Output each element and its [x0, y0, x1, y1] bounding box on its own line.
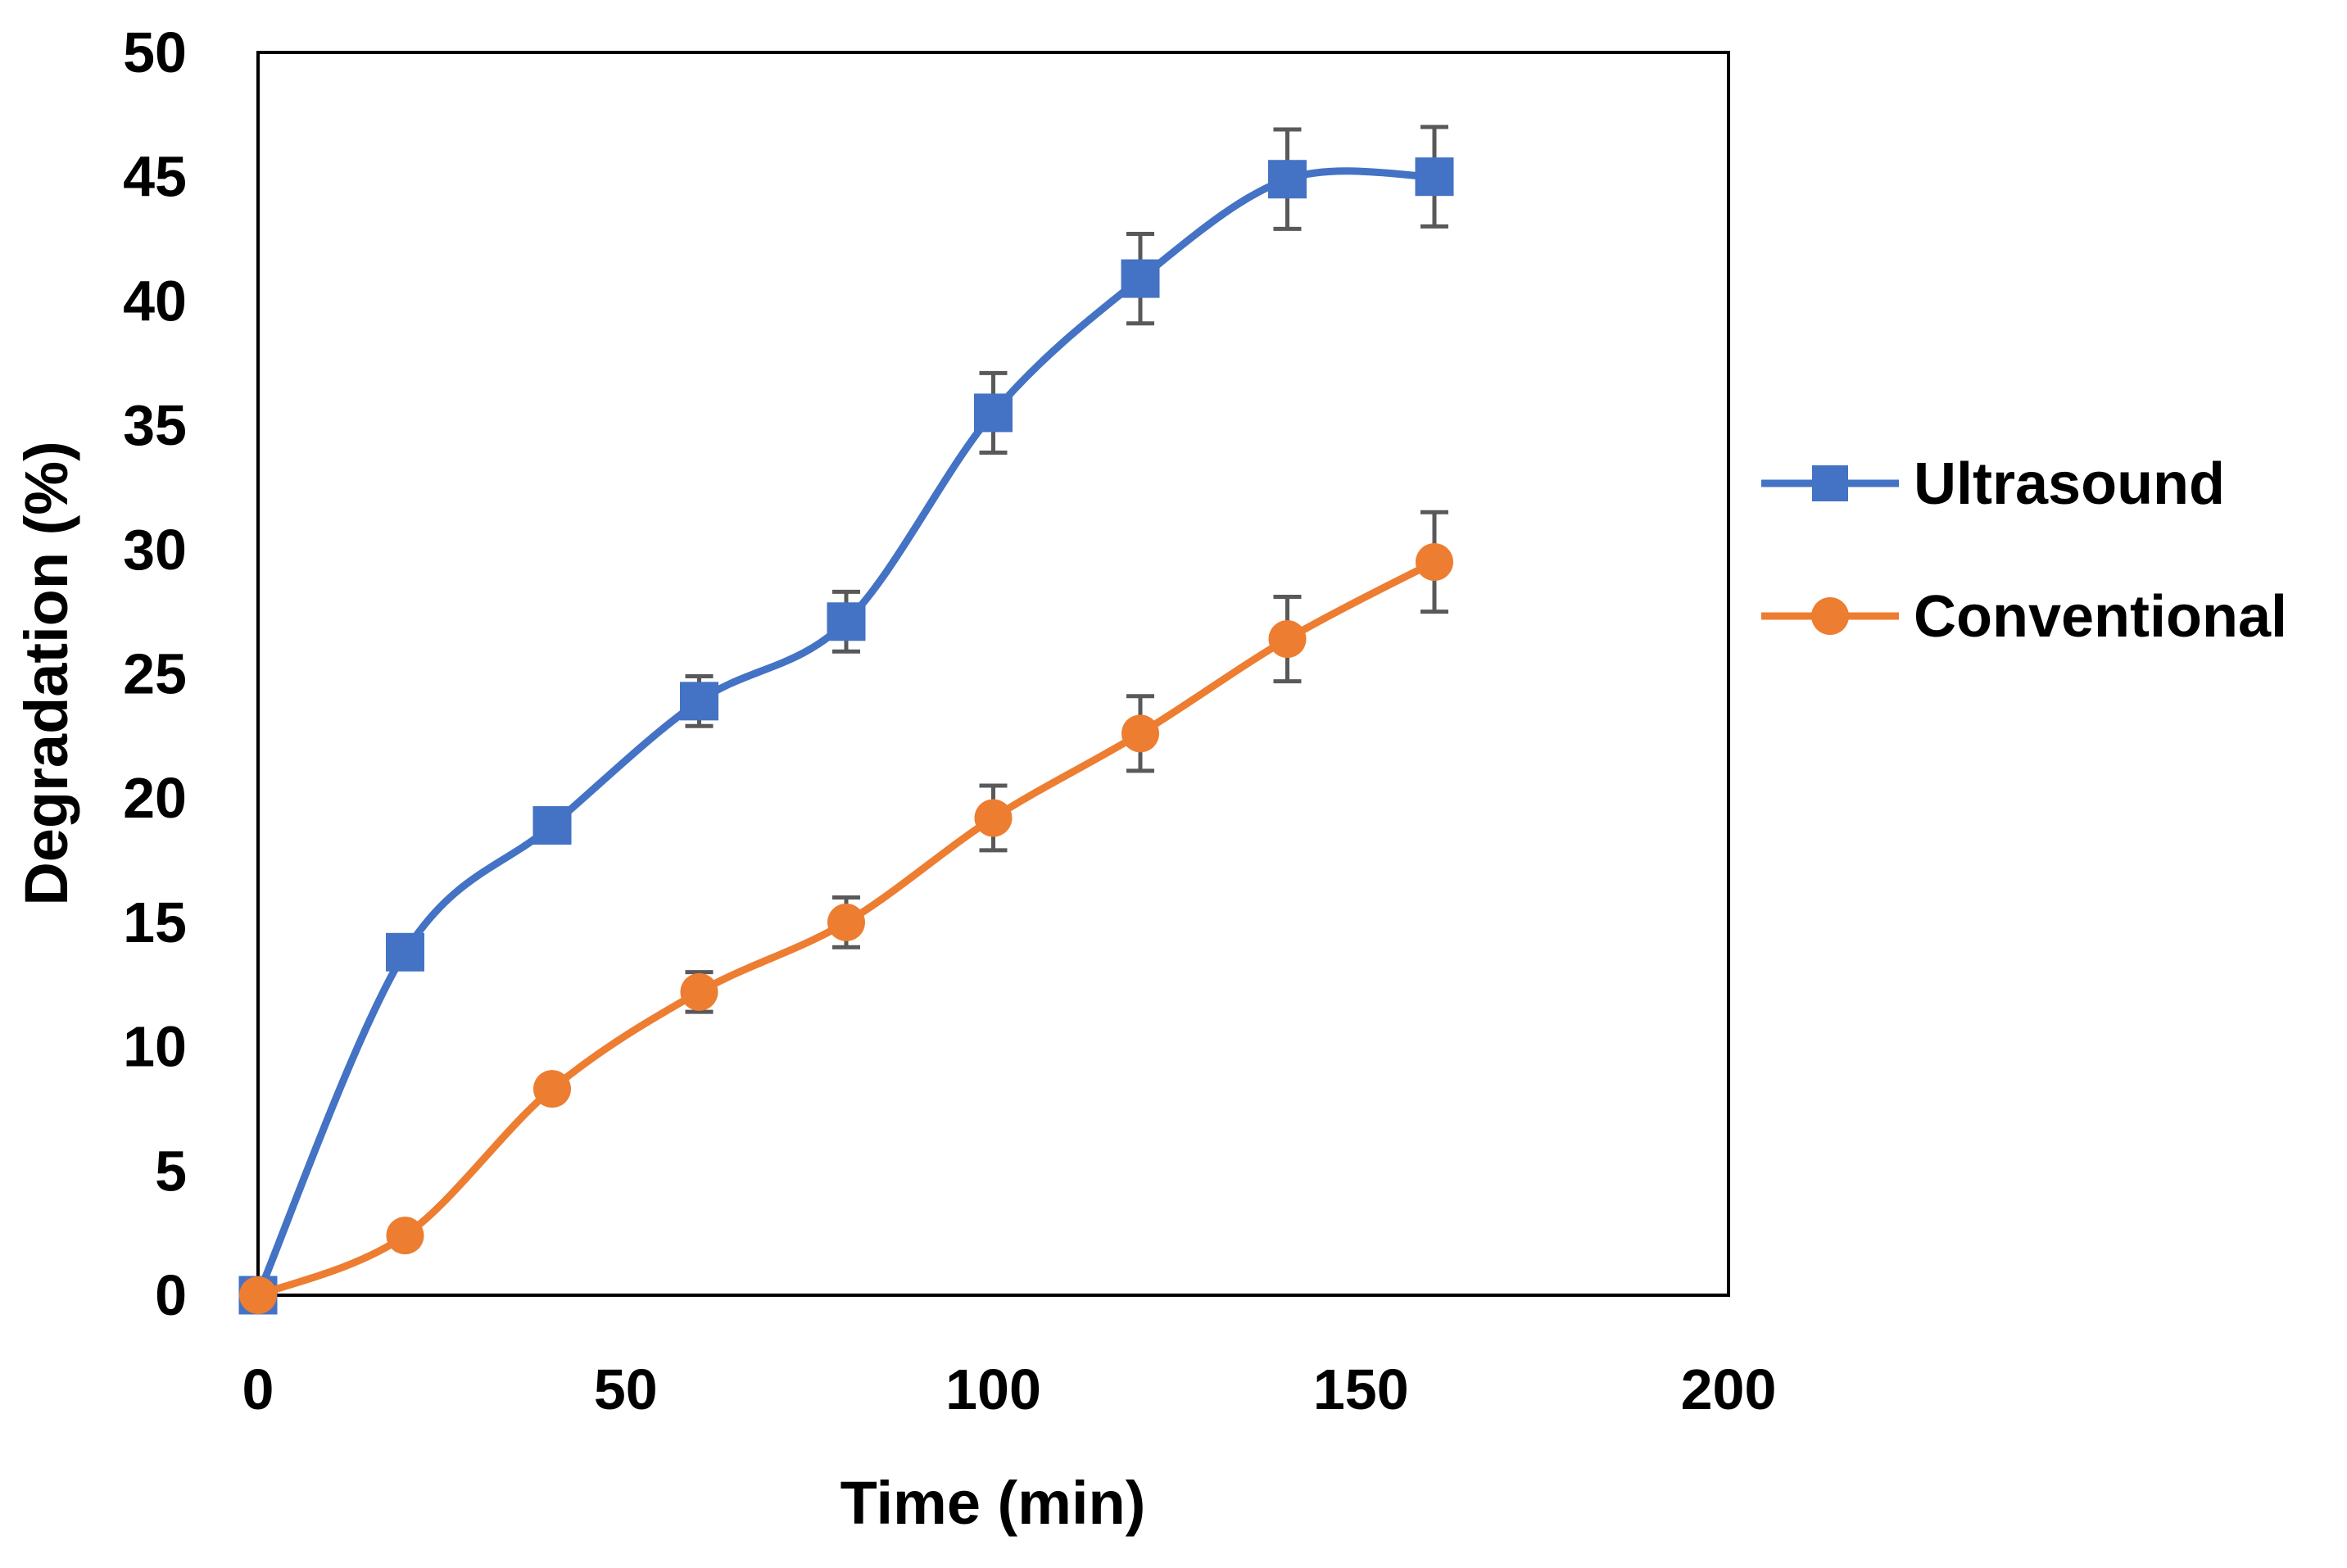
legend-marker	[1812, 465, 1848, 501]
data-point	[680, 972, 718, 1011]
series-conventional	[239, 510, 1453, 1314]
data-point	[1416, 542, 1453, 581]
y-tick-label: 35	[123, 393, 187, 457]
y-tick-label: 5	[155, 1139, 187, 1203]
series-layer	[238, 125, 1454, 1315]
data-point	[1268, 620, 1307, 659]
series-ultrasound	[238, 125, 1454, 1315]
x-axis: 0 50 100 150 200	[242, 1357, 1777, 1421]
y-tick-label: 10	[123, 1015, 187, 1079]
legend-label: Conventional	[1914, 584, 2287, 650]
y-tick-label: 40	[123, 269, 187, 333]
data-point	[386, 1217, 424, 1255]
data-point	[533, 1070, 571, 1108]
data-point	[1415, 157, 1454, 197]
data-point	[827, 903, 865, 941]
y-axis-title: Degradation (%)	[12, 441, 80, 905]
data-point	[1268, 160, 1307, 199]
x-tick-label: 0	[242, 1357, 274, 1421]
y-tick-label: 45	[123, 145, 187, 209]
data-point	[386, 932, 424, 972]
data-point	[239, 1276, 277, 1314]
data-point	[827, 602, 866, 641]
legend-label: Ultrasound	[1914, 451, 2225, 517]
legend-marker	[1811, 597, 1849, 635]
y-axis: 0 5 10 15 20 25 30 35 40 45 50	[123, 20, 187, 1327]
y-tick-label: 0	[155, 1263, 187, 1327]
data-point	[974, 799, 1013, 837]
y-tick-label: 20	[123, 766, 187, 830]
data-point	[1121, 259, 1160, 298]
y-tick-label: 15	[123, 890, 187, 954]
y-tick-label: 30	[123, 518, 187, 582]
legend-item-conventional: Conventional	[1761, 584, 2287, 650]
data-point	[974, 393, 1013, 433]
legend-item-ultrasound: Ultrasound	[1761, 451, 2225, 517]
legend: Ultrasound Conventional	[1761, 451, 2287, 650]
x-tick-label: 200	[1681, 1357, 1777, 1421]
data-point	[1121, 714, 1159, 753]
y-tick-label: 50	[123, 20, 187, 84]
x-tick-label: 100	[945, 1357, 1041, 1421]
data-point	[532, 806, 572, 845]
data-point	[680, 682, 718, 721]
x-tick-label: 150	[1313, 1357, 1409, 1421]
y-tick-label: 25	[123, 642, 187, 706]
plot-area	[256, 51, 1730, 1297]
x-axis-title: Time (min)	[840, 1469, 1146, 1537]
x-tick-label: 50	[594, 1357, 658, 1421]
